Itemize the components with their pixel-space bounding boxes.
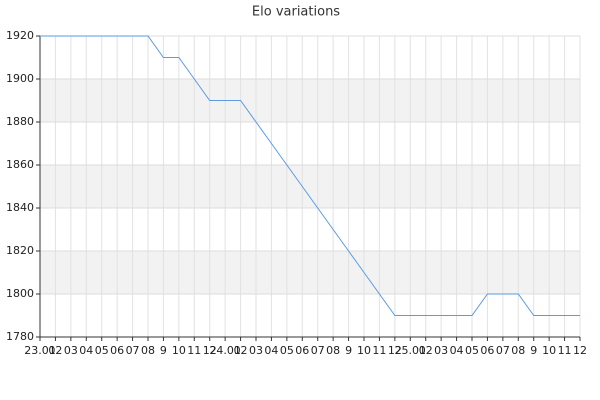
grid-band [40,165,580,208]
y-tick-label: 1820 [6,244,34,257]
y-tick-label: 1920 [6,29,34,42]
x-tick-label: 11 [187,344,201,357]
grid-band [40,79,580,122]
x-tick-label: 06 [480,344,494,357]
x-tick-label: 05 [280,344,294,357]
x-tick-label: 9 [345,344,352,357]
x-tick-label: 10 [357,344,371,357]
x-tick-label: 12 [388,344,402,357]
y-tick-label: 1780 [6,330,34,343]
y-tick-label: 1860 [6,158,34,171]
x-tick-label: 03 [249,344,263,357]
x-tick-label: 9 [160,344,167,357]
x-tick-label: 25.01 [395,344,427,357]
x-tick-label: 05 [465,344,479,357]
x-tick-label: 05 [95,344,109,357]
series-line [40,35,580,316]
grid-band [40,251,580,294]
x-tick-label: 08 [511,344,525,357]
x-tick-label: 03 [434,344,448,357]
x-tick-label: 04 [450,344,464,357]
x-tick-label: 9 [530,344,537,357]
x-tick-label: 03 [64,344,78,357]
x-tick-label: 10 [542,344,556,357]
y-tick-label: 1800 [6,287,34,300]
x-tick-label: 12 [203,344,217,357]
x-tick-label: 24.01 [209,344,241,357]
x-tick-label: 11 [372,344,386,357]
y-tick-label: 1900 [6,72,34,85]
x-tick-label: 06 [295,344,309,357]
x-tick-label: 04 [264,344,278,357]
x-tick-label: 23.01 [24,344,56,357]
x-tick-label: 02 [419,344,433,357]
x-tick-label: 07 [126,344,140,357]
x-tick-label: 02 [234,344,248,357]
x-tick-label: 06 [110,344,124,357]
chart-title: Elo variations [252,5,340,20]
x-tick-label: 04 [79,344,93,357]
y-tick-label: 1880 [6,115,34,128]
x-tick-label: 07 [311,344,325,357]
x-tick-label: 02 [48,344,62,357]
x-tick-label: 11 [558,344,572,357]
x-tick-label: 10 [172,344,186,357]
x-tick-label: 08 [141,344,155,357]
x-tick-label: 07 [496,344,510,357]
x-tick-label: 12 [573,344,587,357]
x-tick-label: 08 [326,344,340,357]
y-tick-label: 1840 [6,201,34,214]
